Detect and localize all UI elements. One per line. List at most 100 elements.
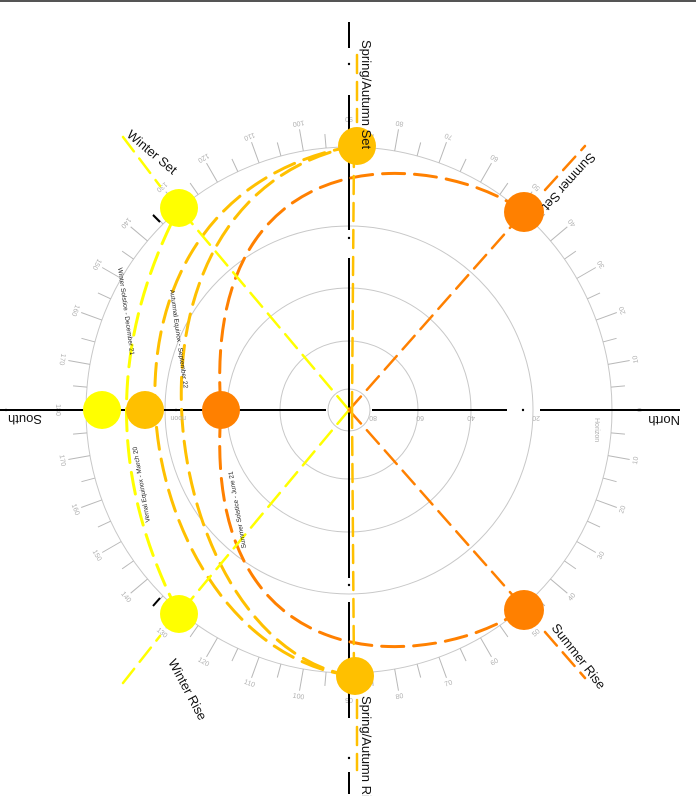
- azimuth-tick: [299, 129, 304, 152]
- summer-solstice-label: Summer Solstice - June 21: [227, 470, 248, 548]
- equinox-set-label: Spring/Autumn Set: [359, 40, 374, 150]
- north-label: North: [648, 413, 680, 428]
- winter-solstice-label: Winter Solstice - December 21: [116, 267, 135, 356]
- azimuth-tick-label: 70: [444, 679, 454, 688]
- azimuth-tick: [121, 560, 134, 570]
- azimuth-tick: [480, 637, 492, 658]
- azimuth-tick: [81, 499, 103, 508]
- azimuth-tick: [81, 337, 96, 343]
- azimuth-tick: [610, 432, 625, 435]
- azimuth-tick-label: 150: [91, 257, 103, 271]
- azimuth-tick: [595, 499, 617, 508]
- azimuth-tick-label: 20: [618, 505, 627, 515]
- azimuth-tick: [576, 541, 597, 553]
- azimuth-tick: [499, 625, 509, 638]
- azimuth-tick: [73, 432, 88, 435]
- azimuth-tick: [97, 520, 111, 528]
- azimuth-tick-label: 40: [567, 592, 577, 603]
- azimuth-tick-label: 60: [490, 657, 500, 667]
- azimuth-tick-label: 60: [490, 153, 500, 163]
- azimuth-tick: [101, 541, 122, 553]
- winter-rise-extension: [121, 634, 162, 685]
- equinox-path-outer: [153, 144, 356, 678]
- winter-rise-ray: [177, 408, 351, 616]
- azimuth-tick: [394, 129, 399, 152]
- azimuth-tick: [607, 455, 630, 460]
- azimuth-tick: [81, 312, 103, 321]
- azimuth-tick: [276, 142, 282, 157]
- azimuth-tick-label: 170: [57, 353, 66, 366]
- azimuth-tick: [231, 158, 239, 172]
- equinox-path-inner: [179, 144, 356, 678]
- azimuth-tick: [121, 250, 134, 260]
- azimuth-tick: [564, 560, 577, 570]
- azimuth-tick: [602, 337, 617, 343]
- altitude-labels: 80 60 40 20 noon Horizon: [170, 414, 600, 442]
- azimuth-tick: [550, 578, 568, 594]
- summer-set-extension: [543, 144, 587, 192]
- azimuth-tick-label: 70: [444, 131, 454, 140]
- azimuth-tick-label: 120: [196, 152, 210, 164]
- winter-noon-sun: [83, 391, 121, 429]
- azimuth-tick-label: 160: [70, 304, 81, 317]
- azimuth-tick-label: 100: [292, 118, 305, 127]
- summer-set-ray: [347, 210, 526, 412]
- azimuth-tick: [324, 671, 327, 686]
- azimuth-tick: [587, 292, 601, 300]
- winter-set-sun: [160, 189, 198, 227]
- azimuth-tick-label: 160: [70, 503, 81, 516]
- axis-dot: [347, 756, 351, 760]
- equinox-rise-label: Spring/Autumn Rise: [359, 696, 374, 796]
- azimuth-tick: [595, 312, 617, 321]
- azimuth-tick: [276, 663, 282, 678]
- sun-discs: [83, 127, 544, 695]
- azimuth-tick-label: 10: [632, 355, 640, 364]
- winter-rise-sun: [160, 595, 198, 633]
- azimuth-tick-label: 30: [596, 259, 606, 269]
- summer-noon-sun: [202, 391, 240, 429]
- equinox-noon-sun: [126, 391, 164, 429]
- azimuth-tick-label: 20: [618, 305, 627, 315]
- azimuth-tick: [189, 182, 199, 195]
- azimuth-tick-label: 80: [395, 119, 404, 127]
- horizon-label: Horizon: [593, 418, 600, 442]
- azimuth-tick: [459, 158, 467, 172]
- axis-dots: [4, 62, 525, 760]
- azimuth-tick: [251, 656, 260, 678]
- axis-dot: [347, 236, 351, 240]
- winter-rise-marker: [152, 597, 161, 607]
- azimuth-tick-label: 50: [531, 181, 542, 191]
- azimuth-tick: [576, 267, 597, 279]
- azimuth-tick-label: 130: [155, 627, 169, 640]
- altitude-label-20: 20: [532, 414, 540, 421]
- axis-dot: [4, 408, 8, 412]
- azimuth-tick: [101, 267, 122, 279]
- azimuth-tick: [550, 226, 568, 242]
- autumnal-equinox-label: Autumnal Equinox - September 22: [168, 289, 189, 389]
- azimuth-tick-label: 140: [119, 216, 132, 230]
- south-label: South: [8, 412, 42, 427]
- axis-dot: [347, 62, 351, 66]
- axis-dot: [174, 408, 178, 412]
- azimuth-tick: [206, 162, 218, 183]
- azimuth-tick: [299, 668, 304, 691]
- azimuth-tick: [610, 385, 625, 388]
- azimuth-tick: [68, 455, 91, 460]
- axis-dot: [521, 408, 525, 412]
- equinox-rise-ray: [350, 408, 356, 678]
- altitude-label-40: 40: [467, 414, 475, 421]
- azimuth-tick: [587, 520, 601, 528]
- azimuth-tick: [73, 385, 88, 388]
- summer-set-sun: [504, 192, 544, 232]
- azimuth-tick: [416, 142, 422, 157]
- sun-rays: [121, 53, 587, 772]
- equinox-rise-sun: [336, 657, 374, 695]
- azimuth-tick: [189, 625, 199, 638]
- azimuth-tick-label: 30: [596, 551, 606, 561]
- azimuth-tick: [459, 648, 467, 662]
- winter-set-marker: [152, 214, 161, 223]
- azimuth-tick-label: 120: [196, 656, 210, 668]
- azimuth-tick-label: 50: [531, 628, 542, 638]
- summer-rise-ray: [347, 408, 526, 610]
